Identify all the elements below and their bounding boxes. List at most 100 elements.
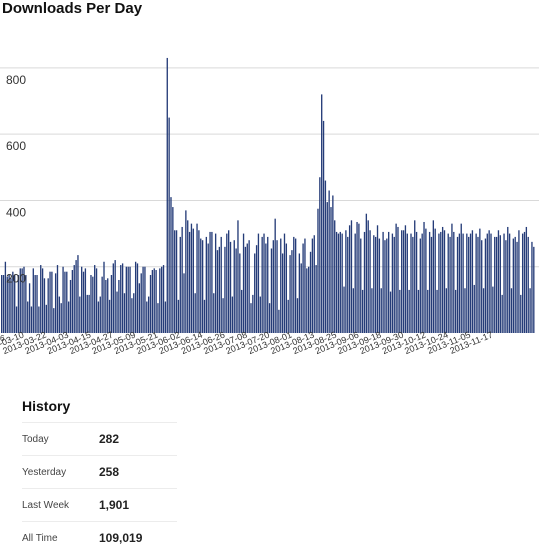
bar — [25, 275, 27, 333]
bar — [531, 241, 533, 333]
bar — [54, 273, 57, 333]
bar — [408, 289, 410, 333]
bar — [172, 207, 174, 333]
bar — [293, 236, 295, 333]
bar — [66, 271, 68, 333]
bar — [360, 238, 362, 333]
bar — [4, 261, 7, 333]
bar — [287, 299, 289, 333]
bar — [294, 238, 297, 333]
downloads-bar-chart: 200 400 600 800 62013-03-102013-03-222013-0… — [0, 57, 539, 356]
bar — [358, 223, 360, 333]
bar — [15, 306, 18, 333]
bar — [380, 288, 382, 333]
bar — [133, 293, 135, 333]
bar — [6, 276, 8, 333]
bar — [447, 233, 449, 333]
bar — [514, 236, 516, 333]
bar — [501, 294, 503, 333]
bar — [406, 233, 408, 333]
bar — [334, 220, 336, 333]
bar — [328, 190, 330, 333]
bar — [77, 255, 79, 333]
bar — [330, 207, 332, 333]
bar — [49, 271, 51, 333]
bar — [441, 226, 444, 333]
bar — [479, 228, 481, 333]
bar — [451, 223, 453, 333]
bar — [181, 226, 183, 333]
history-row-yesterday: Yesterday 258 — [22, 455, 177, 488]
bar — [399, 289, 401, 333]
bar — [289, 255, 291, 333]
bar — [175, 230, 178, 333]
bar — [244, 246, 247, 333]
bar — [283, 233, 286, 333]
bar — [404, 225, 407, 333]
bar — [60, 303, 62, 333]
y-tick-label: 800 — [6, 73, 26, 87]
bar — [108, 299, 111, 333]
bar — [456, 236, 459, 333]
bar — [440, 231, 442, 333]
chart-gridlines — [0, 67, 539, 268]
bar — [88, 294, 90, 333]
bar — [319, 177, 321, 333]
bar — [322, 120, 325, 333]
bar — [222, 298, 224, 333]
bar — [508, 233, 511, 333]
bar — [494, 236, 496, 333]
bar — [436, 289, 438, 333]
bar — [291, 250, 293, 333]
bar — [518, 230, 520, 333]
bar — [268, 303, 271, 333]
bar — [473, 284, 475, 333]
bar — [412, 236, 414, 333]
bar — [129, 266, 131, 333]
bar — [164, 301, 167, 333]
bar — [308, 266, 310, 333]
bar — [490, 233, 492, 333]
history-value: 282 — [99, 432, 120, 446]
bar — [144, 266, 146, 333]
bar — [324, 180, 327, 333]
bar — [255, 245, 258, 333]
bar — [525, 226, 528, 333]
bar — [110, 275, 113, 333]
bar — [369, 230, 371, 333]
bar — [443, 230, 446, 333]
bar — [417, 289, 420, 333]
bar — [95, 268, 98, 333]
bar — [12, 271, 14, 333]
bar — [270, 248, 273, 333]
bar — [94, 265, 96, 333]
bar — [28, 283, 31, 333]
bar — [127, 266, 129, 333]
bar — [166, 57, 168, 333]
bar — [51, 271, 53, 333]
bar — [231, 296, 234, 333]
bar — [239, 253, 241, 333]
bar — [30, 306, 33, 333]
bar — [179, 236, 181, 333]
bar — [421, 233, 423, 333]
bar — [233, 240, 235, 333]
bar — [414, 220, 416, 333]
bar — [131, 298, 133, 333]
bar — [194, 293, 196, 333]
bar — [170, 197, 172, 333]
bar — [47, 278, 49, 333]
history-title: History — [22, 398, 71, 414]
bar — [36, 275, 38, 333]
bar — [43, 278, 46, 333]
y-tick-label: 600 — [6, 139, 26, 153]
bar — [337, 233, 340, 333]
bar — [140, 273, 142, 333]
chart-title: Downloads Per Day — [2, 0, 143, 17]
bar — [373, 235, 375, 333]
bar — [218, 246, 221, 333]
bar — [2, 275, 5, 333]
bar — [347, 236, 349, 333]
bar — [296, 298, 299, 333]
bar — [361, 289, 364, 333]
